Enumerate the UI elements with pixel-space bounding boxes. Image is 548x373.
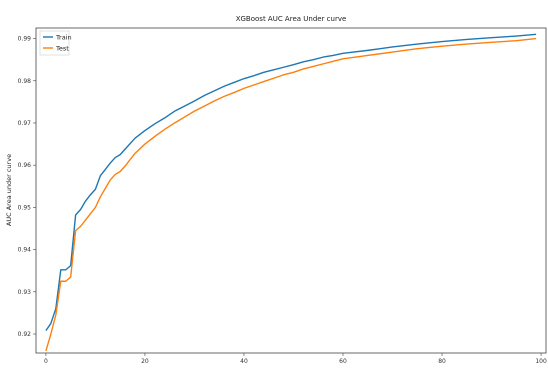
legend-box <box>39 30 70 56</box>
plot-area-frame <box>35 27 547 354</box>
y-tick-label: 0.98 <box>18 78 32 85</box>
legend-label-train: Train <box>55 34 72 42</box>
tick-layer: 0 20 40 60 80 100 0.92 0.93 0.94 0.95 0.96 0.97 0.98… <box>18 36 547 365</box>
series-layer <box>45 33 537 352</box>
series-line-test <box>45 37 537 352</box>
x-tick-label: 80 <box>438 358 446 365</box>
chart-title: XGBoost AUC Area Under curve <box>236 15 347 23</box>
x-tick-label: 20 <box>141 358 149 365</box>
x-tick-label: 0 <box>44 358 48 365</box>
series-line-train <box>45 33 537 332</box>
x-tick-label: 100 <box>535 358 547 365</box>
legend: Train Test <box>39 30 72 56</box>
y-axis-label: AUC Area under curve <box>5 154 13 226</box>
y-tick-label: 0.95 <box>18 204 32 211</box>
y-tick-label: 0.92 <box>18 331 32 338</box>
y-tick-label: 0.94 <box>18 247 32 254</box>
x-tick-label: 60 <box>339 358 347 365</box>
y-tick-label: 0.93 <box>18 289 32 296</box>
y-tick-label: 0.96 <box>18 162 32 169</box>
x-tick-label: 40 <box>240 358 248 365</box>
legend-label-test: Test <box>55 45 69 53</box>
y-tick-label: 0.99 <box>18 36 32 43</box>
y-tick-label: 0.97 <box>18 120 32 127</box>
